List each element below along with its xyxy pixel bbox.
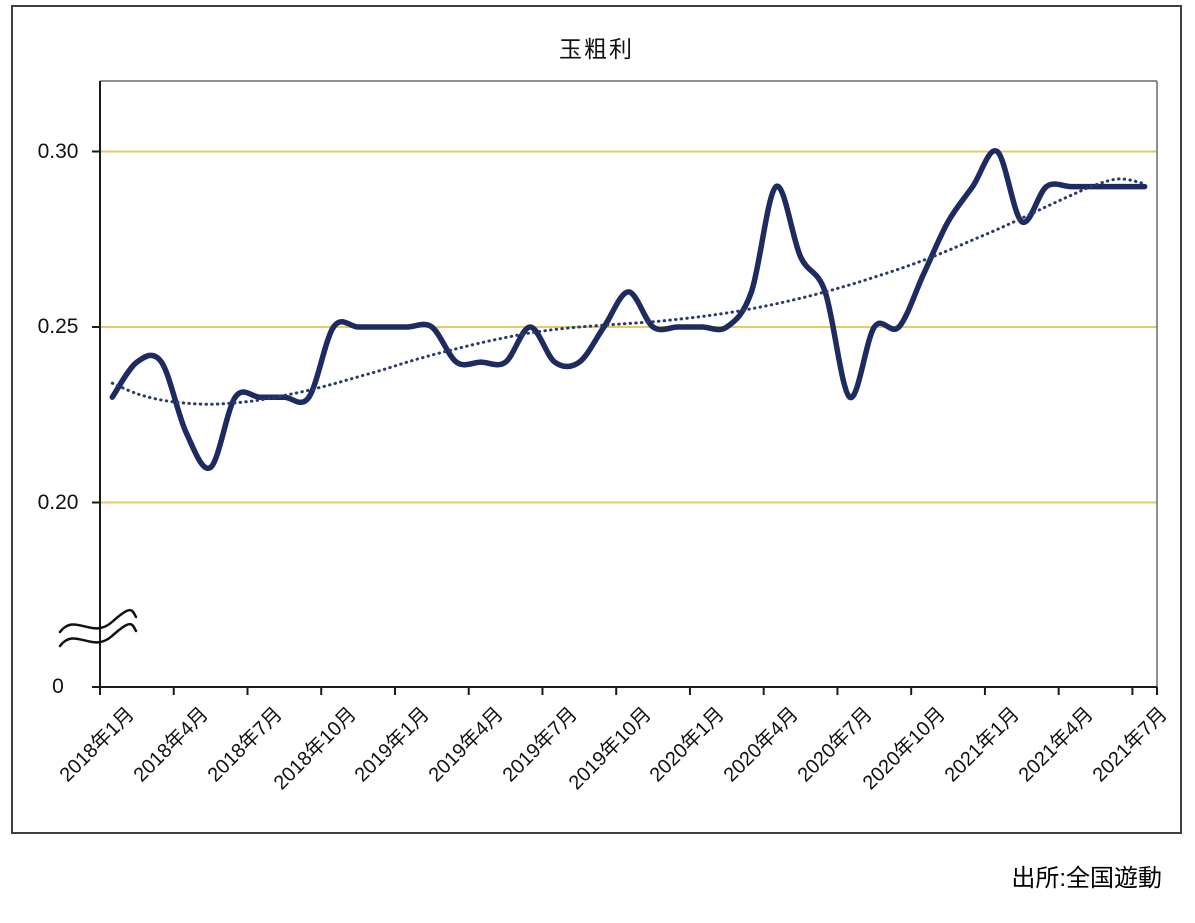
y-axis-label: 0	[52, 675, 64, 698]
plot-border	[100, 80, 1158, 687]
series-trend-line	[110, 177, 1147, 406]
y-axis-label: 0.30	[37, 139, 79, 163]
chart-title: 玉粗利	[559, 36, 634, 62]
chart-canvas	[58, 80, 1158, 695]
axis-ticks	[92, 150, 1158, 695]
source-note: 出所:全国遊動	[1011, 865, 1162, 892]
y-axis-label: 0.25	[37, 315, 79, 338]
chart-frame	[11, 5, 1182, 834]
axis-break-icon	[58, 608, 138, 648]
y-axis-label: 0.20	[37, 490, 79, 514]
axes	[99, 81, 1157, 688]
data-series	[109, 148, 1148, 472]
gridlines	[100, 150, 1157, 504]
series-main-line	[109, 148, 1148, 472]
